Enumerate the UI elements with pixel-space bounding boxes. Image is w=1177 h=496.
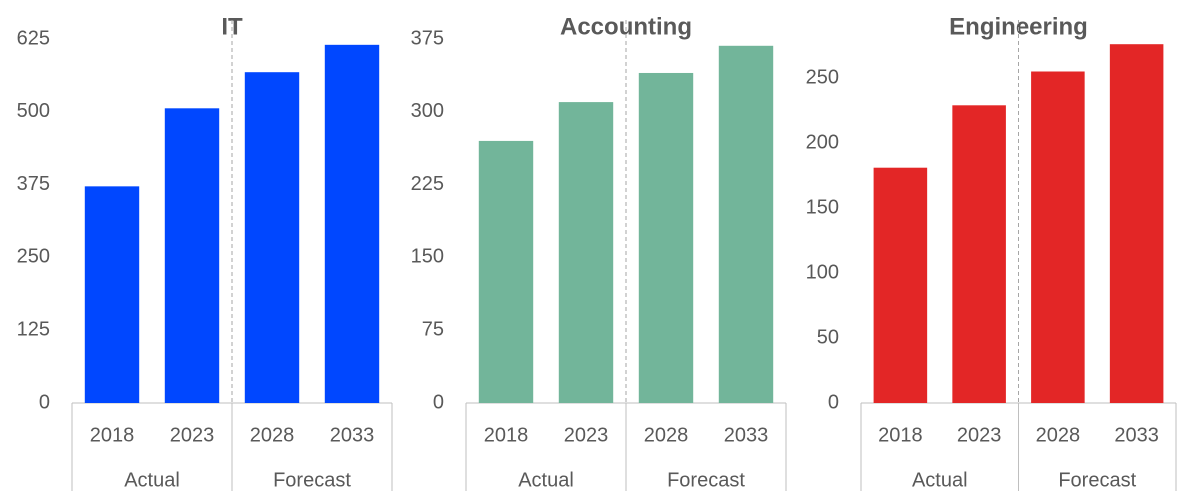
bar	[324, 44, 380, 403]
y-tick-label: 625	[17, 27, 50, 49]
y-tick-label: 500	[17, 100, 50, 122]
y-tick-label: 250	[17, 246, 50, 268]
bar	[478, 140, 534, 404]
bar	[558, 102, 614, 404]
group-label: Forecast	[667, 469, 745, 491]
bar	[638, 72, 694, 404]
y-tick-label: 300	[411, 100, 444, 122]
bar	[1109, 44, 1164, 403]
y-tick-label: 225	[411, 173, 444, 195]
y-tick-label: 150	[411, 246, 444, 268]
x-tick-label: 2033	[1114, 424, 1159, 446]
x-tick-label: 2018	[90, 424, 135, 446]
y-tick-label: 75	[422, 318, 444, 340]
group-label: Forecast	[1058, 469, 1136, 491]
bar	[164, 108, 220, 403]
x-tick-label: 2028	[250, 424, 295, 446]
bar	[718, 45, 774, 403]
bar	[1031, 71, 1085, 403]
y-tick-label: 250	[806, 66, 839, 88]
x-tick-label: 2033	[330, 424, 375, 446]
y-tick-label: 375	[411, 27, 444, 49]
group-label: Forecast	[273, 469, 351, 491]
x-tick-label: 2018	[878, 424, 923, 446]
x-tick-label: 2033	[724, 424, 769, 446]
chart-title: IT	[221, 13, 243, 40]
y-tick-label: 150	[806, 196, 839, 218]
y-tick-label: 0	[433, 391, 444, 413]
y-tick-label: 100	[806, 261, 839, 283]
x-tick-label: 2018	[484, 424, 529, 446]
y-tick-label: 50	[817, 326, 839, 348]
bar	[952, 105, 1006, 404]
y-tick-label: 375	[17, 173, 50, 195]
group-label: Actual	[912, 469, 968, 491]
x-tick-label: 2028	[644, 424, 689, 446]
bar	[873, 167, 928, 403]
bar	[84, 186, 140, 403]
x-tick-label: 2023	[564, 424, 609, 446]
group-label: Actual	[518, 469, 574, 491]
group-label: Actual	[124, 469, 180, 491]
x-tick-label: 2028	[1036, 424, 1081, 446]
x-tick-label: 2023	[957, 424, 1002, 446]
y-tick-label: 125	[17, 318, 50, 340]
y-tick-label: 0	[39, 391, 50, 413]
bar	[244, 72, 300, 403]
x-tick-label: 2023	[170, 424, 215, 446]
y-tick-label: 0	[828, 391, 839, 413]
y-tick-label: 200	[806, 131, 839, 153]
